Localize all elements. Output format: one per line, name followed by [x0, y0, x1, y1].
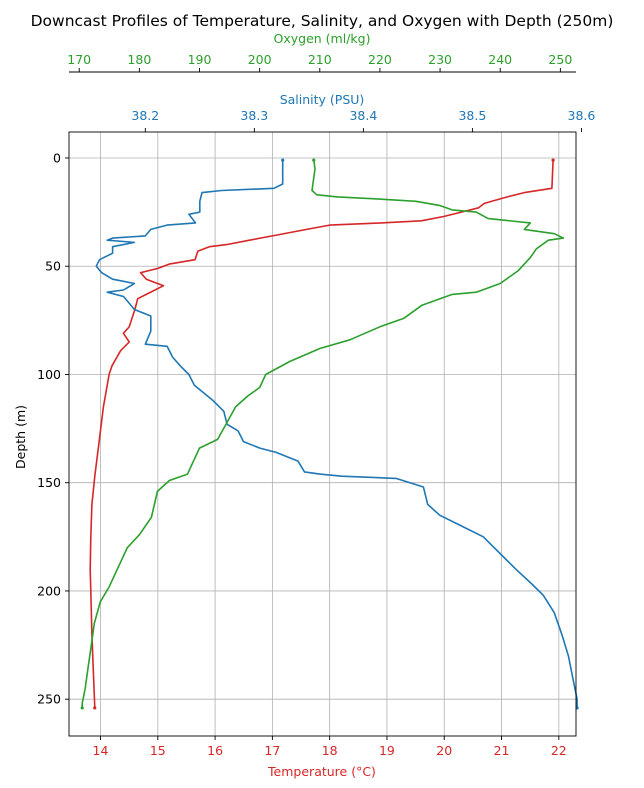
salinity-axis-label: Salinity (PSU) — [280, 92, 365, 107]
oxygen-axis-tick-label: 210 — [308, 52, 332, 67]
data-series — [80, 158, 579, 710]
oxygen-axis-tick-label: 230 — [428, 52, 452, 67]
y-axis-tick-label: 200 — [37, 583, 61, 598]
y-axis-tick-label: 50 — [45, 259, 61, 274]
temperature-axis-tick-label: 22 — [551, 743, 567, 758]
gridlines — [69, 132, 576, 736]
temperature-axis-tick-label: 15 — [150, 743, 166, 758]
salinity-axis-tick-label: 38.4 — [349, 108, 377, 123]
temperature-axis-label: Temperature (°C) — [267, 764, 376, 779]
oxygen-axis-tick-label: 220 — [368, 52, 392, 67]
salinity-axis-tick-label: 38.5 — [458, 108, 486, 123]
y-axis-tick-label: 150 — [37, 475, 61, 490]
oxygen-axis-label: Oxygen (ml/kg) — [274, 31, 371, 46]
oxygen-axis-tick-label: 170 — [67, 52, 91, 67]
salinity-profile-line — [95, 160, 578, 708]
oxygen-axis-tick-label: 180 — [127, 52, 151, 67]
axes: 0 50 100 150 200 250 14 15 16 17 18 19 20 21 22 38.2 38.… — [37, 52, 595, 758]
y-axis-tick-label: 100 — [37, 367, 61, 382]
temperature-axis-tick-label: 20 — [436, 743, 452, 758]
temperature-axis-tick-label: 17 — [264, 743, 280, 758]
temperature-axis-tick-label: 18 — [322, 743, 338, 758]
temperature-axis-tick-label: 14 — [93, 743, 109, 758]
oxygen-axis-tick-label: 250 — [548, 52, 572, 67]
plot-frame — [68, 131, 577, 737]
y-axis-tick-label: 250 — [37, 692, 61, 707]
oxygen-profile-line — [81, 159, 565, 708]
chart-title: Downcast Profiles of Temperature, Salini… — [31, 12, 614, 30]
temperature-profile-point — [93, 706, 97, 710]
oxygen-axis-tick-label: 240 — [488, 52, 512, 67]
oxygen-profile-point — [80, 706, 84, 710]
salinity-profile-point — [281, 158, 285, 162]
salinity-axis-tick-label: 38.3 — [240, 108, 268, 123]
salinity-axis-tick-label: 38.2 — [131, 108, 159, 123]
salinity-axis-tick-label: 38.6 — [568, 108, 596, 123]
temperature-profile-point — [551, 158, 555, 162]
temperature-axis-tick-label: 16 — [207, 743, 223, 758]
temperature-axis-tick-label: 21 — [494, 743, 510, 758]
y-axis-tick-label: 0 — [53, 150, 61, 165]
temperature-axis-tick-label: 19 — [379, 743, 395, 758]
oxygen-axis-tick-label: 190 — [188, 52, 212, 67]
oxygen-axis-tick-label: 200 — [248, 52, 272, 67]
oxygen-profile-point — [312, 158, 316, 162]
y-axis-label: Depth (m) — [13, 405, 28, 469]
temperature-profile-line — [89, 160, 554, 708]
